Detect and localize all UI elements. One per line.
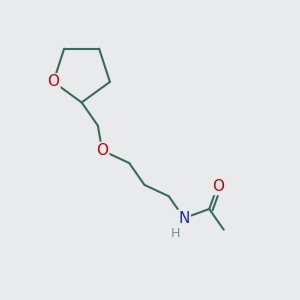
Text: N: N	[178, 211, 190, 226]
Text: O: O	[212, 179, 224, 194]
Text: O: O	[96, 143, 108, 158]
Text: O: O	[47, 74, 59, 89]
Text: H: H	[170, 226, 180, 239]
